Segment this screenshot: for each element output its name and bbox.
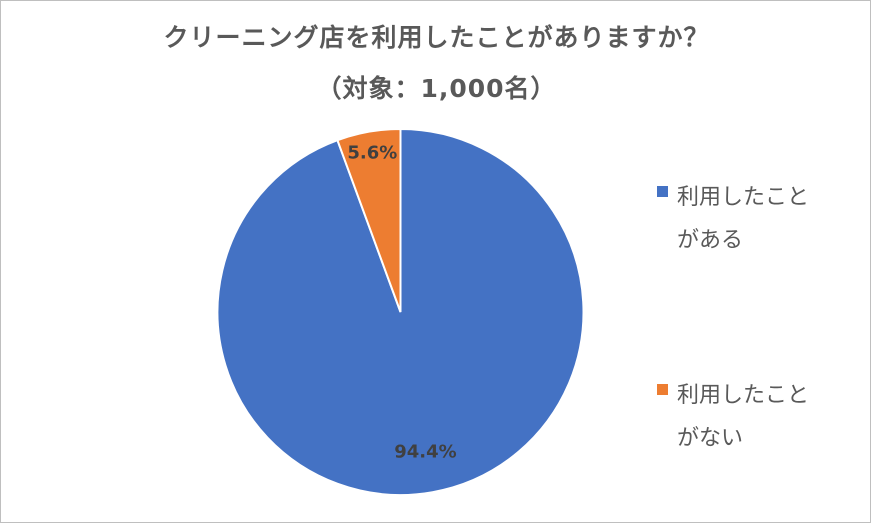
legend-item-not-used: 利用したことがない xyxy=(657,374,827,460)
legend-label-not-used: 利用したことがない xyxy=(677,383,810,451)
data-label-used: 94.4% xyxy=(394,442,456,463)
legend-label-used: 利用したことがある xyxy=(677,185,810,253)
data-label-not-used: 5.6% xyxy=(347,142,397,163)
legend-item-used: 利用したことがある xyxy=(657,176,827,262)
chart-title: クリーニング店を利用したことがありますか？ xyxy=(163,23,710,52)
pie-slice-not-used xyxy=(336,127,402,313)
legend-swatch-not-used xyxy=(657,384,668,395)
legend-swatch-used xyxy=(657,186,668,197)
chart-subtitle: （対象：1,000名） xyxy=(316,74,557,103)
